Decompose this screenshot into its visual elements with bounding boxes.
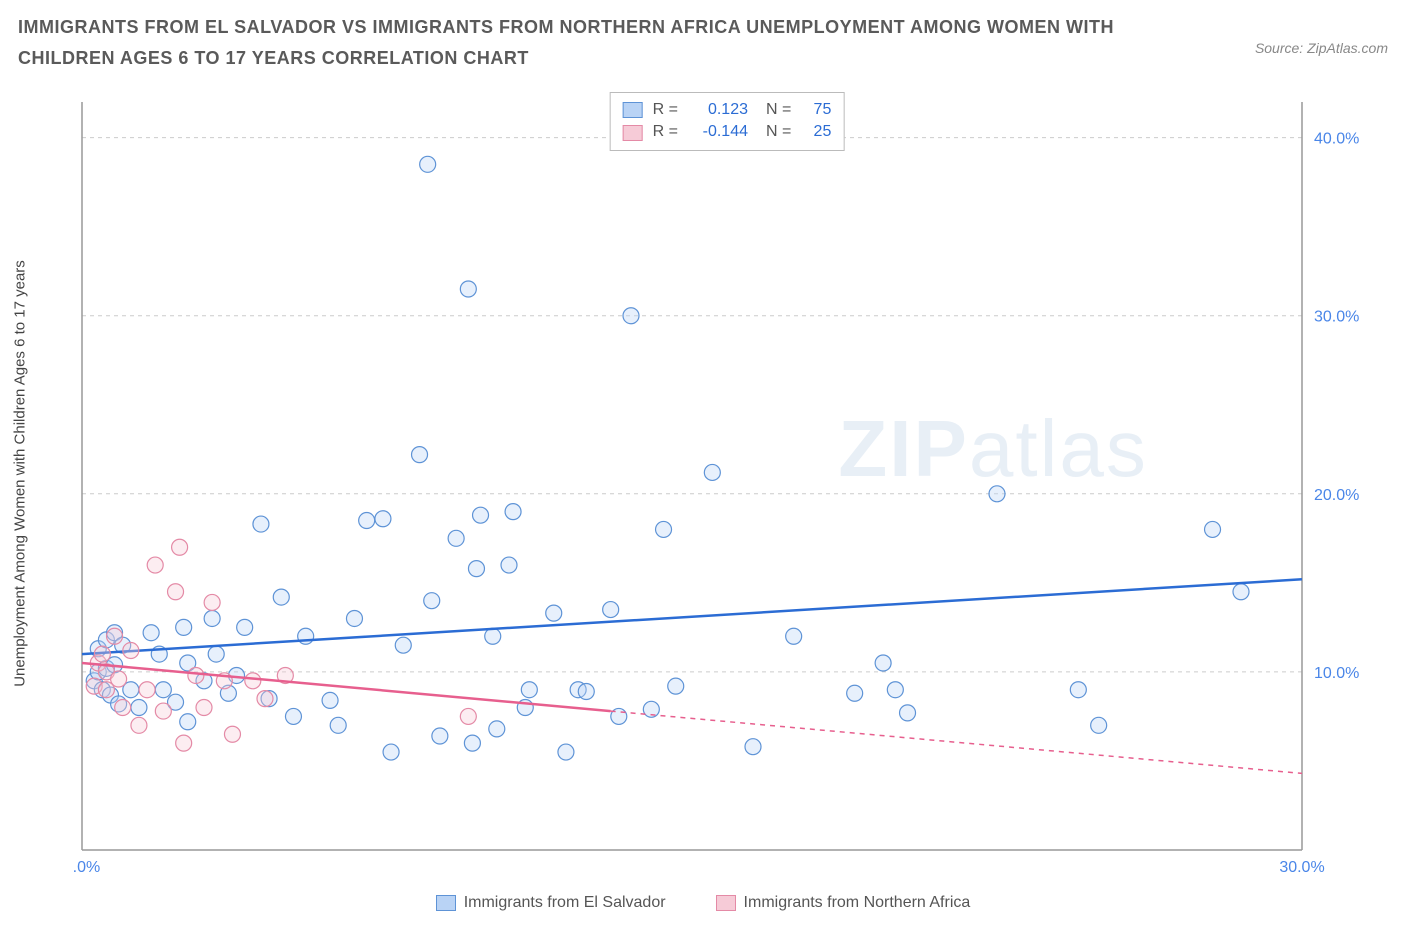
r-label: R =	[653, 99, 678, 121]
swatch-icon	[436, 895, 456, 911]
svg-text:0.0%: 0.0%	[72, 859, 100, 876]
swatch-icon	[623, 125, 643, 141]
source-credit: Source: ZipAtlas.com	[1255, 40, 1388, 56]
chart-area: R = 0.123 N = 75 R = -0.144 N = 25 ZIPatlas 10.0…	[72, 92, 1382, 880]
y-axis-label: Unemployment Among Women with Children A…	[12, 260, 29, 687]
scatter-plot: ZIPatlas 10.0% 20.0% 30.0% 40.0% 0.0% 30.0%	[72, 92, 1382, 880]
stats-legend: R = 0.123 N = 75 R = -0.144 N = 25	[610, 92, 845, 151]
n-label: N =	[766, 121, 791, 143]
legend-label: Immigrants from Northern Africa	[744, 894, 971, 912]
series-legend: Immigrants from El Salvador Immigrants fr…	[0, 894, 1406, 912]
r-value: -0.144	[688, 121, 748, 143]
n-label: N =	[766, 99, 791, 121]
swatch-icon	[716, 895, 736, 911]
stats-row-salvador: R = 0.123 N = 75	[623, 99, 832, 121]
svg-text:ZIPatlas: ZIPatlas	[838, 404, 1147, 493]
n-value: 75	[801, 99, 831, 121]
svg-text:30.0%: 30.0%	[1314, 309, 1359, 326]
swatch-icon	[623, 102, 643, 118]
svg-text:30.0%: 30.0%	[1279, 859, 1324, 876]
svg-text:10.0%: 10.0%	[1314, 665, 1359, 682]
r-value: 0.123	[688, 99, 748, 121]
legend-item-salvador: Immigrants from El Salvador	[436, 894, 666, 912]
legend-item-nafrica: Immigrants from Northern Africa	[716, 894, 971, 912]
legend-label: Immigrants from El Salvador	[464, 894, 666, 912]
svg-text:40.0%: 40.0%	[1314, 131, 1359, 148]
r-label: R =	[653, 121, 678, 143]
svg-text:20.0%: 20.0%	[1314, 487, 1359, 504]
stats-row-nafrica: R = -0.144 N = 25	[623, 121, 832, 143]
n-value: 25	[801, 121, 831, 143]
chart-title: IMMIGRANTS FROM EL SALVADOR VS IMMIGRANT…	[18, 12, 1118, 73]
